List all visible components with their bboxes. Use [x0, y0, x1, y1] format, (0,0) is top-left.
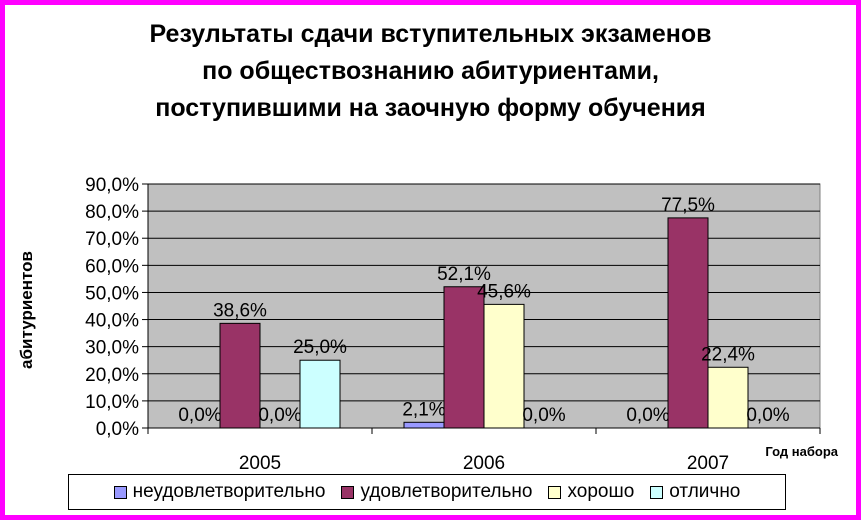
y-tick-label: 10,0% [85, 392, 139, 413]
legend-swatch [113, 485, 127, 499]
legend: неудовлетворительно удовлетворительно хо… [68, 474, 786, 510]
y-axis-title: абитуриентов [17, 251, 36, 369]
legend-swatch [650, 485, 664, 499]
title-line-1: Результаты сдачи вступительных экзаменов [149, 20, 712, 48]
data-label: 0,0% [258, 405, 301, 426]
legend-item: отлично [650, 481, 740, 503]
legend-item: неудовлетворительно [113, 481, 326, 503]
x-axis-title: Год набора [765, 444, 838, 459]
y-tick-label: 0,0% [96, 419, 139, 440]
y-tick-label: 30,0% [85, 338, 139, 359]
legend-label: удовлетворительно [360, 481, 533, 502]
y-tick-label: 40,0% [85, 311, 139, 332]
data-label: 38,6% [213, 300, 267, 321]
x-tick-label: 2005 [239, 453, 281, 474]
data-label: 25,0% [293, 337, 347, 358]
bar [483, 303, 525, 429]
bar [219, 322, 261, 429]
title-line-2: по обществознанию абитуриентами, [202, 57, 659, 85]
title-line-3: поступившими на заочную форму обучения [155, 94, 706, 122]
data-label: 0,0% [522, 405, 565, 426]
data-label: 0,0% [626, 405, 669, 426]
legend-label: неудовлетворительно [132, 481, 326, 502]
data-label: 22,4% [701, 344, 755, 365]
y-tick-label: 70,0% [85, 229, 139, 250]
bar [667, 217, 709, 429]
data-label: 2,1% [402, 399, 445, 420]
legend-item: хорошо [548, 481, 634, 503]
bar [403, 421, 445, 429]
legend-label: отлично [669, 481, 741, 502]
legend-item: удовлетворительно [341, 481, 532, 503]
legend-swatch [341, 485, 355, 499]
y-tick-label: 90,0% [85, 175, 139, 196]
data-label: 45,6% [477, 281, 531, 302]
x-tick-label: 2006 [463, 453, 505, 474]
y-tick-label: 80,0% [85, 202, 139, 223]
bar [299, 359, 341, 429]
legend-swatch [548, 485, 562, 499]
x-tick-label: 2007 [687, 453, 729, 474]
bar [443, 286, 485, 429]
y-tick-label: 60,0% [85, 256, 139, 277]
chart-title: Результаты сдачи вступительных экзаменов… [0, 16, 861, 127]
data-label: 0,0% [178, 405, 221, 426]
y-tick-label: 50,0% [85, 283, 139, 304]
legend-label: хорошо [567, 481, 635, 502]
data-label: 0,0% [746, 405, 789, 426]
data-label: 77,5% [661, 195, 715, 216]
y-tick-label: 20,0% [85, 365, 139, 386]
data-label: 52,1% [437, 264, 491, 285]
bar [707, 366, 749, 429]
